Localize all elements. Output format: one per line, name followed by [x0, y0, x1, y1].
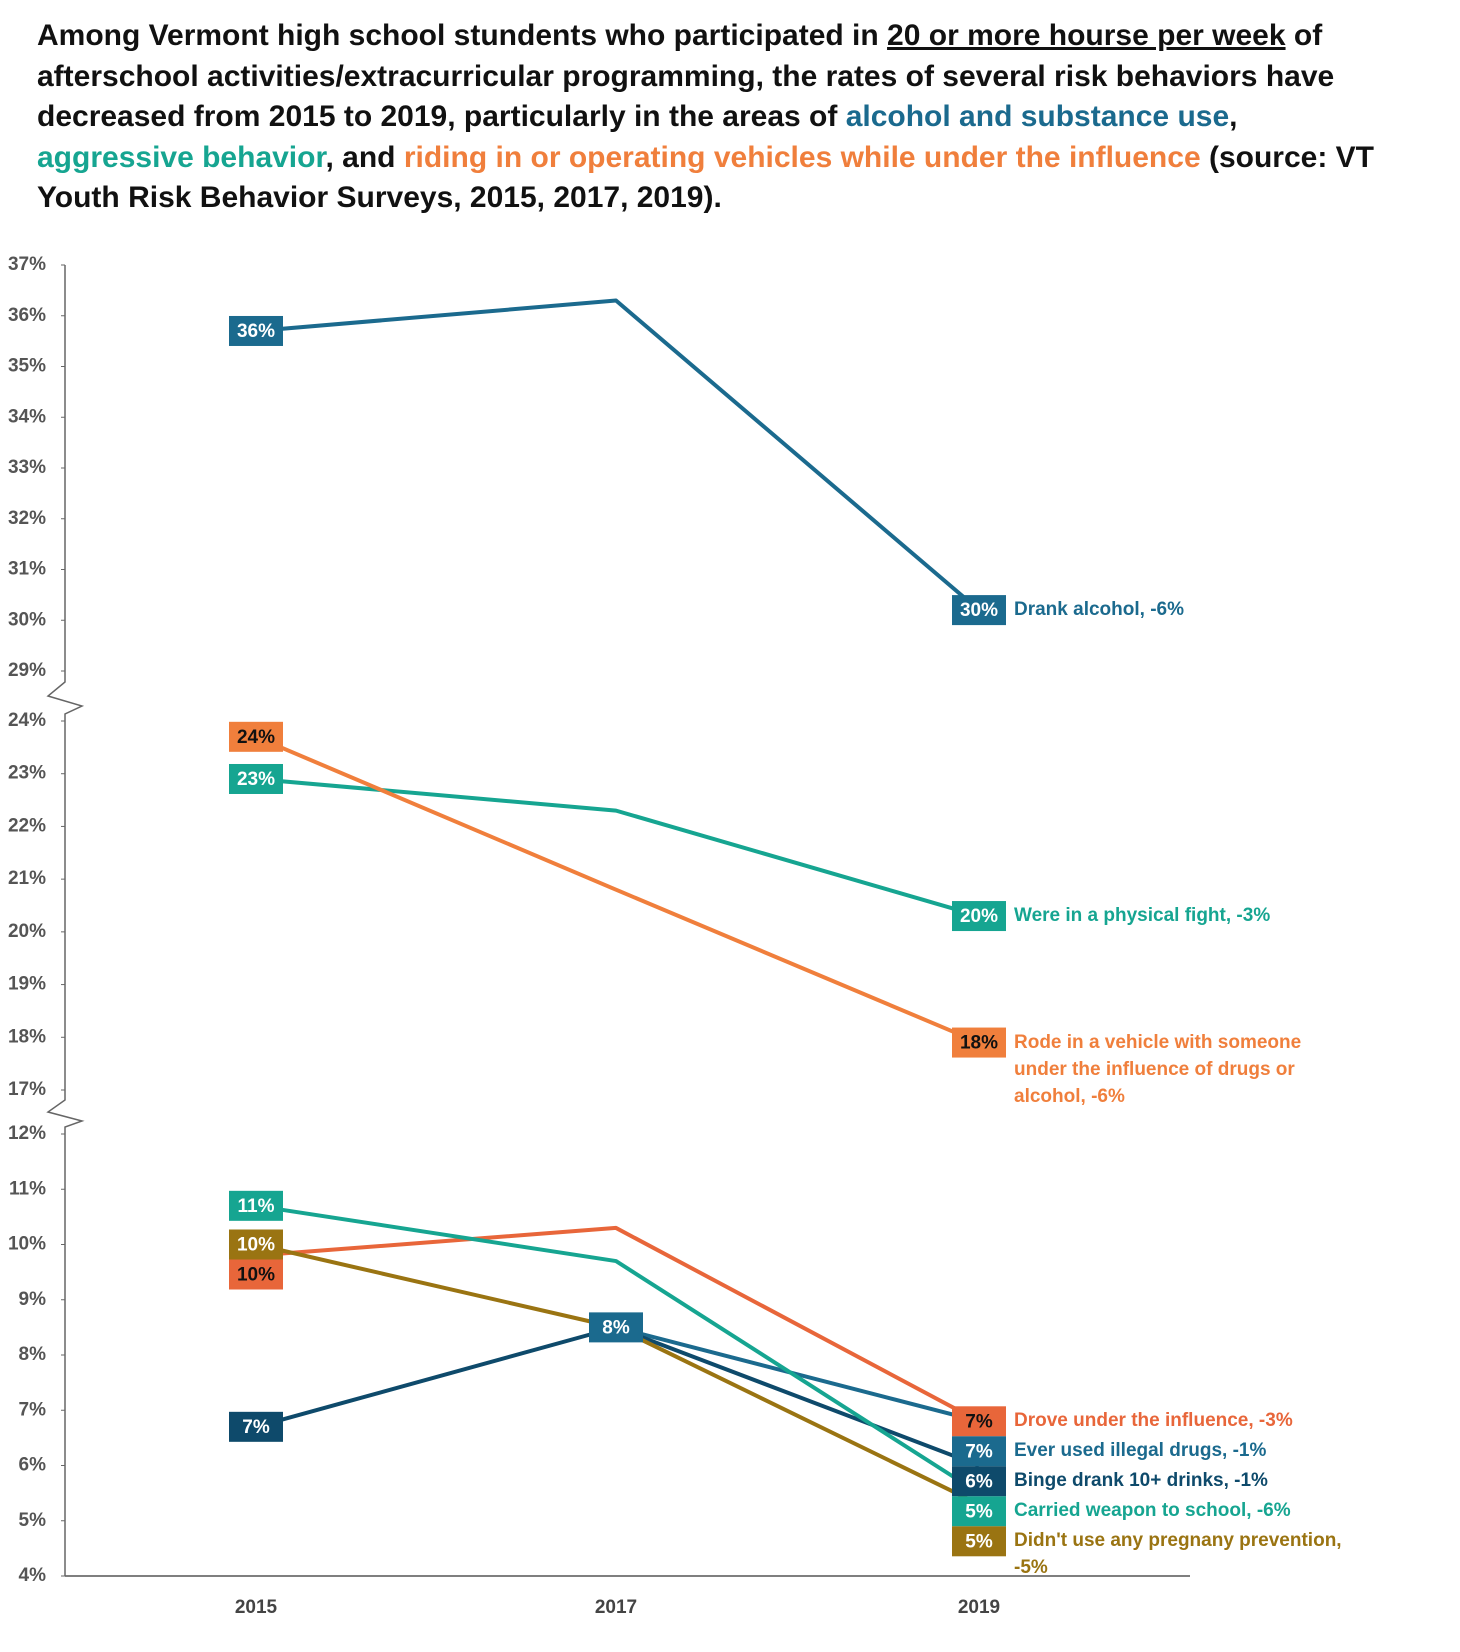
value-label: 5%	[965, 1501, 993, 1522]
value-label: 24%	[237, 727, 275, 748]
value-label-box	[952, 1436, 1006, 1467]
value-label: 10%	[237, 1265, 275, 1286]
series-name: Carried weapon to school, -6%	[1014, 1500, 1291, 1522]
value-label-box	[952, 595, 1006, 626]
title-segment: alcohol and substance use	[845, 100, 1230, 133]
value-label-box	[229, 1190, 283, 1221]
y-tick-label: 34%	[8, 406, 46, 427]
value-label: 18%	[960, 1033, 998, 1054]
value-label-box	[229, 721, 283, 752]
value-label: 5%	[965, 1531, 993, 1552]
series-name: Binge drank 10+ drinks, -1%	[1014, 1470, 1268, 1492]
value-label-box	[589, 1312, 643, 1343]
series-line	[255, 1325, 980, 1468]
y-tick-label: 37%	[8, 254, 46, 275]
y-tick-label: 19%	[8, 974, 46, 995]
title-segment: riding in or operating vehicles while un…	[403, 140, 1201, 174]
axis-break	[46, 1090, 85, 1134]
y-tick-label: 21%	[8, 868, 46, 889]
series-name: Rode in a vehicle with someone under the…	[1014, 1031, 1302, 1107]
title-segment: aggressive behavior	[37, 140, 326, 174]
series-name: Were in a physical fight, -3%	[1014, 905, 1271, 927]
value-label: 7%	[965, 1411, 993, 1432]
series-line	[255, 1225, 980, 1424]
x-tick-label: 2017	[595, 1597, 637, 1618]
x-tick-label: 2015	[235, 1597, 278, 1618]
y-tick-label: 29%	[8, 660, 46, 681]
title-segment: of afterschool activities/extracurricula…	[37, 19, 1335, 133]
y-tick-label: 31%	[8, 559, 46, 580]
y-tick-label: 33%	[8, 457, 46, 478]
series-line	[615, 1325, 980, 1424]
value-label: 36%	[237, 321, 275, 342]
series-line	[255, 1242, 980, 1506]
y-tick-label: 10%	[8, 1234, 46, 1255]
axis-break	[46, 671, 85, 721]
title-segment: ,	[1229, 100, 1238, 133]
series-line	[255, 734, 980, 1045]
value-label-box	[952, 1027, 1006, 1058]
y-tick-label: 22%	[8, 815, 46, 836]
y-tick-label: 8%	[19, 1344, 47, 1365]
value-label-box	[229, 315, 283, 346]
title-segment: Among Vermont high school stundents who …	[37, 19, 888, 52]
y-tick-label: 36%	[8, 305, 46, 326]
y-tick-label: 6%	[19, 1455, 47, 1476]
series-name: Drove under the influence, -3%	[1014, 1410, 1293, 1432]
value-label-box	[952, 901, 1006, 932]
series-line	[255, 776, 980, 918]
y-tick-label: 23%	[8, 763, 46, 784]
value-label-box	[229, 763, 283, 794]
value-label-box	[952, 1526, 1006, 1557]
y-tick-label: 20%	[8, 921, 46, 942]
y-tick-label: 32%	[8, 508, 46, 529]
value-label: 8%	[602, 1317, 630, 1338]
y-tick-label: 35%	[8, 356, 46, 377]
value-label: 30%	[960, 600, 998, 621]
y-tick-label: 9%	[19, 1289, 47, 1310]
y-tick-label: 18%	[8, 1026, 46, 1047]
series-line	[255, 298, 981, 612]
title-segment: 20 or more hourse per week	[887, 19, 1286, 52]
value-label: 11%	[238, 1196, 275, 1217]
value-label-box	[952, 1406, 1006, 1437]
value-label: 20%	[960, 906, 998, 927]
value-label-box	[952, 1466, 1006, 1497]
value-label: 10%	[237, 1235, 275, 1256]
y-tick-label: 7%	[19, 1399, 47, 1420]
y-tick-label: 12%	[8, 1123, 46, 1144]
series-line	[255, 1203, 981, 1495]
x-tick-label: 2019	[958, 1597, 1000, 1618]
y-tick-label: 5%	[19, 1510, 47, 1531]
y-tick-label: 11%	[9, 1178, 46, 1199]
value-label: 7%	[965, 1441, 993, 1462]
y-tick-label: 17%	[8, 1079, 46, 1100]
chart-title: Among Vermont high school stundents who …	[37, 16, 1397, 219]
value-label-box	[229, 1259, 283, 1290]
series-name: Ever used illegal drugs, -1%	[1014, 1440, 1267, 1462]
series-name: Drank alcohol, -6%	[1014, 599, 1184, 621]
title-segment: (source: VT Youth Risk Behavior Surveys,…	[37, 140, 1375, 215]
value-label: 6%	[965, 1471, 993, 1492]
series-name: Didn't use any pregnany prevention, -5%	[1014, 1530, 1342, 1579]
y-tick-label: 4%	[19, 1565, 47, 1586]
value-label-box	[229, 1411, 283, 1442]
value-label-box	[229, 1229, 283, 1260]
value-label-box	[952, 1496, 1006, 1527]
value-label: 7%	[242, 1417, 270, 1438]
y-tick-label: 30%	[8, 609, 46, 630]
title-segment: , and	[325, 140, 404, 174]
y-tick-label: 24%	[8, 710, 46, 731]
value-label: 23%	[237, 769, 275, 790]
